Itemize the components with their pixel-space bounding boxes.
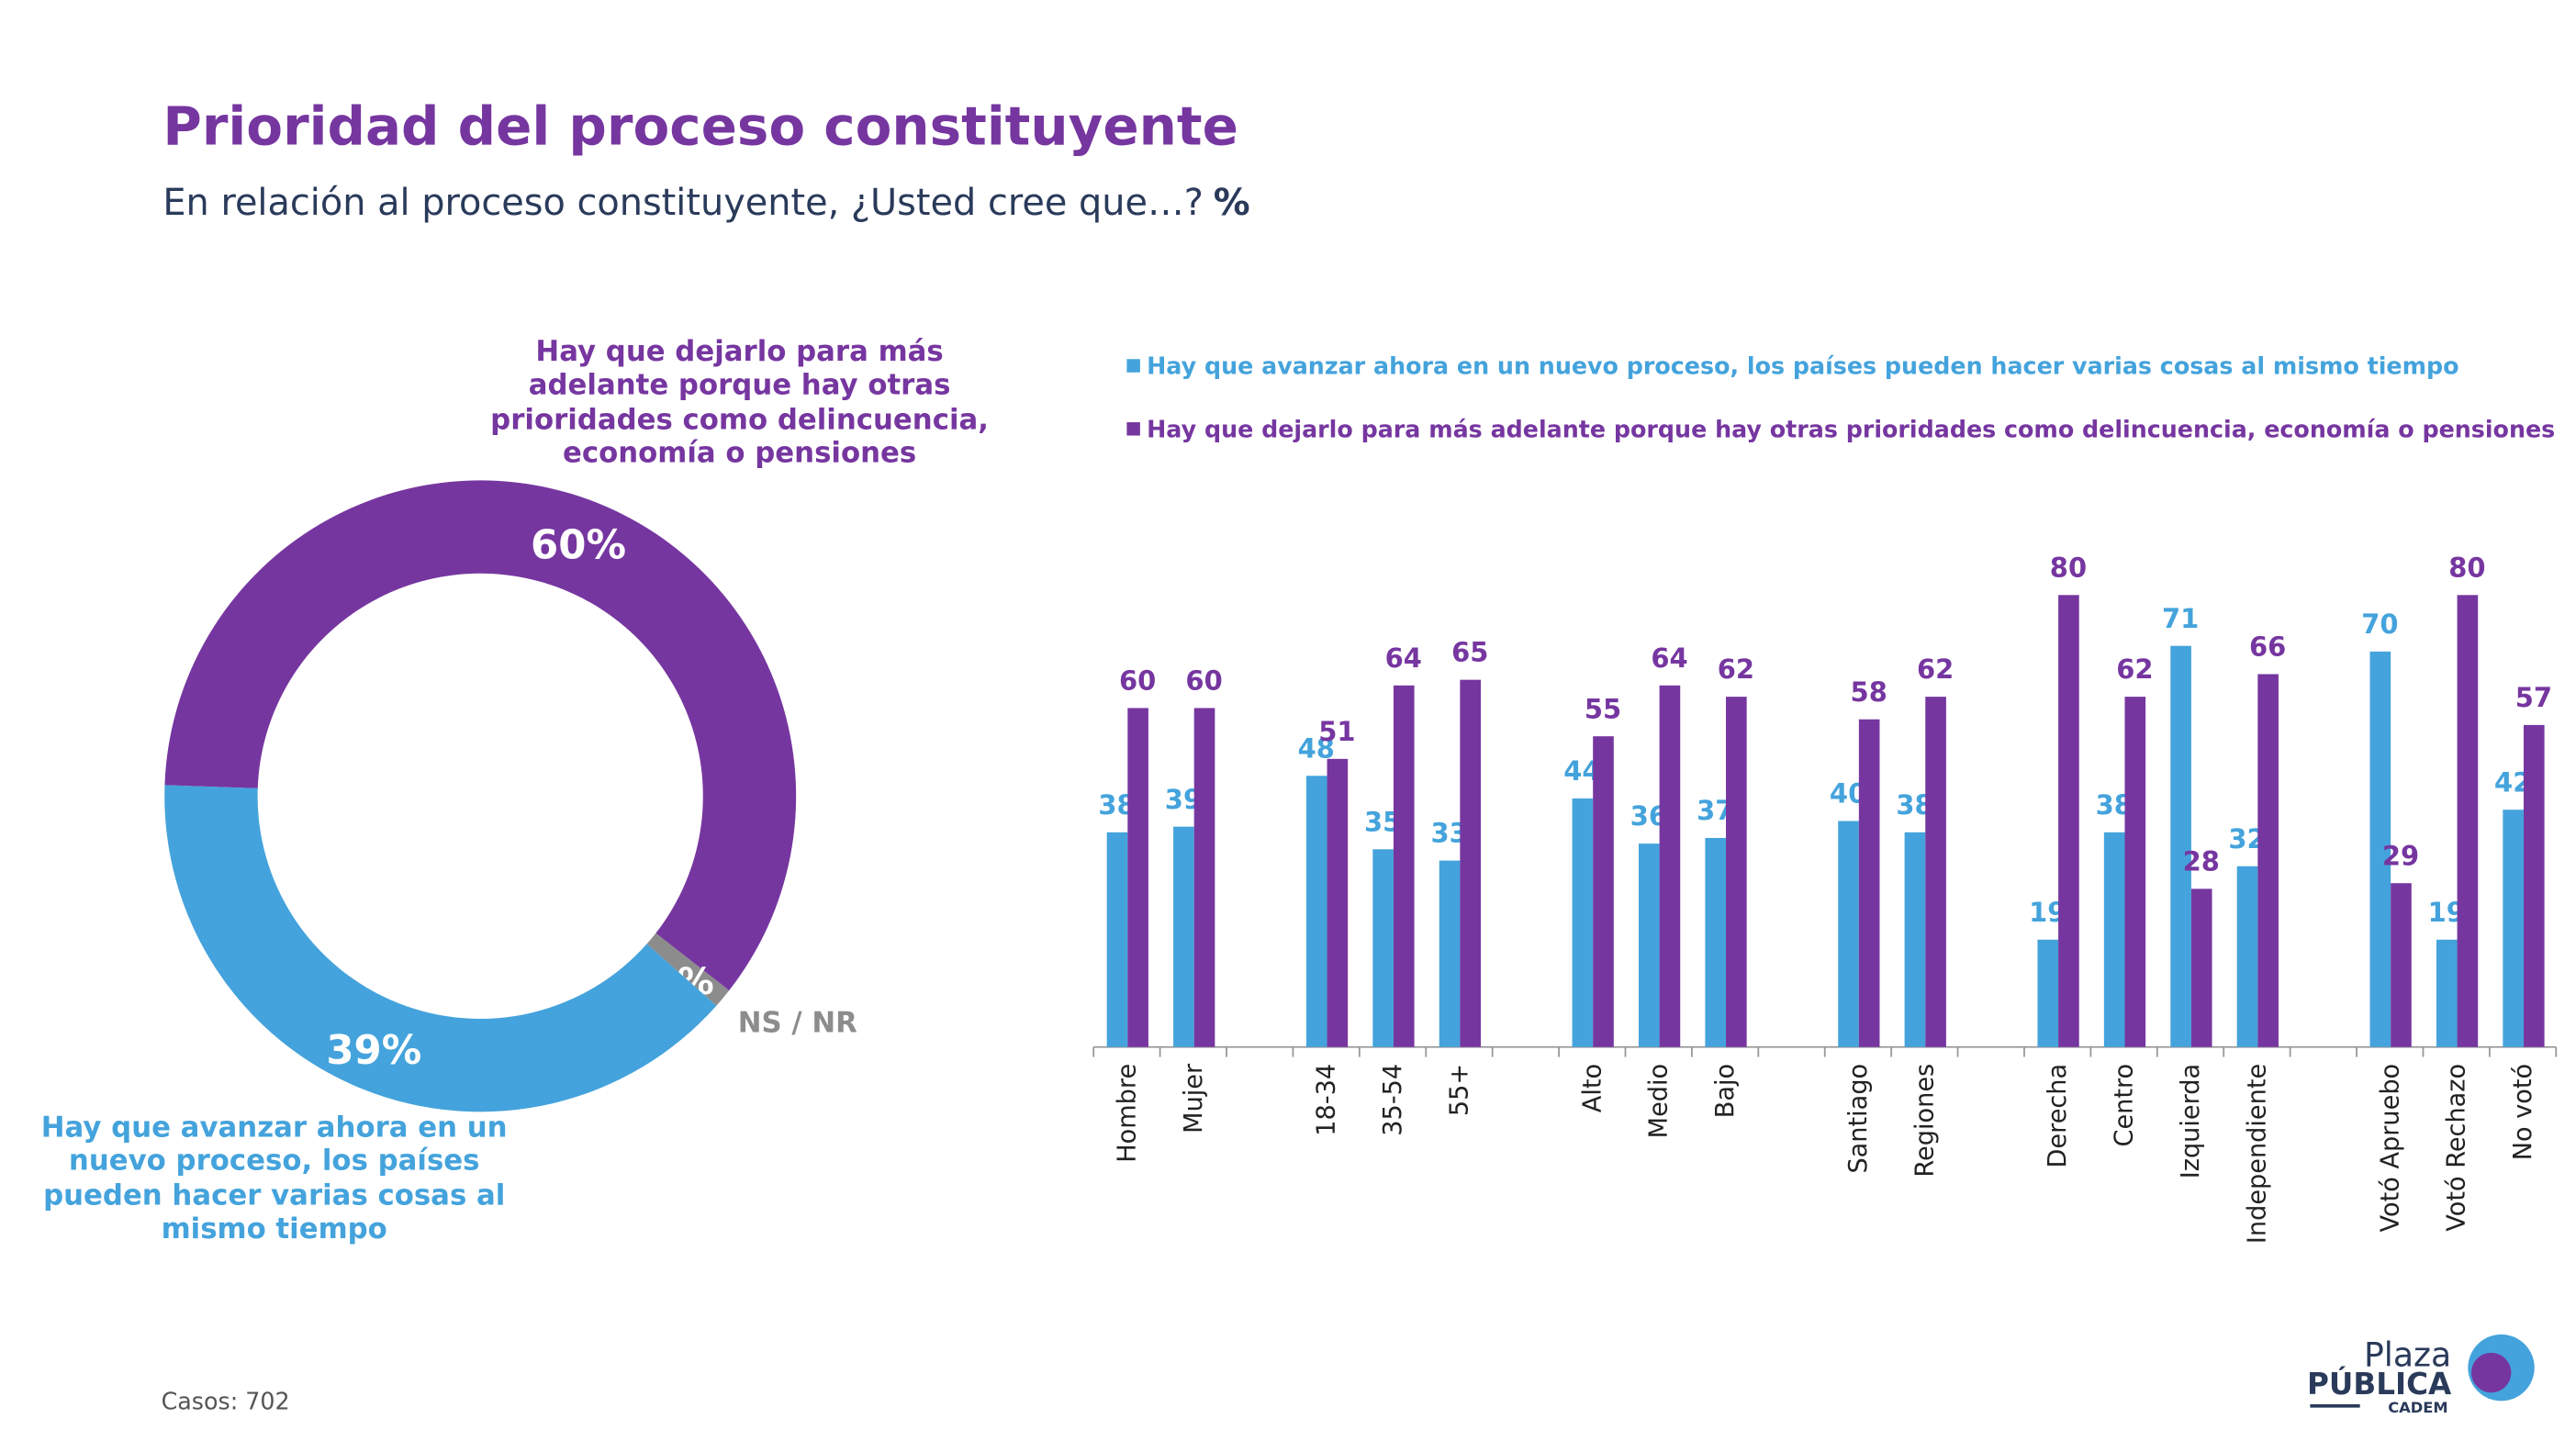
legend-label: Hay que avanzar ahora en un nuevo proces… [1147, 352, 2458, 380]
bar [1106, 832, 1128, 1047]
value-label: 28 [2183, 845, 2220, 877]
bar [1305, 776, 1327, 1047]
subtitle: En relación al proceso constituyente, ¿U… [162, 182, 1249, 224]
legend-swatch [1126, 422, 1140, 436]
bar [1858, 719, 1880, 1047]
slice-label: 60% [531, 522, 626, 568]
bar [2457, 595, 2479, 1047]
x-tick-label: Santiago [1844, 1064, 1873, 1174]
x-tick-label: 55+ [1446, 1064, 1474, 1116]
bar [2037, 939, 2059, 1047]
unit: % [1214, 182, 1250, 224]
bar [2391, 883, 2412, 1047]
x-tick-label: Izquierda [2177, 1064, 2205, 1178]
bar [2369, 651, 2391, 1047]
bar [1393, 685, 1415, 1047]
value-label: 51 [1318, 716, 1355, 747]
value-label: 60 [1185, 665, 1222, 697]
bar [1572, 798, 1594, 1047]
cases: Casos: 702 [162, 1387, 290, 1414]
x-tick-label: Hombre [1113, 1064, 1141, 1163]
bar [1327, 758, 1349, 1047]
subtitle-text: En relación al proceso constituyente, ¿U… [162, 182, 1204, 224]
value-label: 62 [1917, 653, 1954, 685]
value-label: 71 [2162, 603, 2199, 634]
bar [2436, 939, 2458, 1047]
bar [2103, 832, 2125, 1047]
bar [2523, 724, 2545, 1047]
bar [2236, 866, 2258, 1047]
bar [2124, 697, 2146, 1047]
bar [1659, 685, 1681, 1047]
bar [1904, 832, 1926, 1047]
bar [2503, 810, 2524, 1047]
value-label: 57 [2515, 682, 2552, 713]
donut-slice [646, 933, 730, 1006]
bar [1726, 697, 1747, 1047]
x-tick-label: Votó Apruebo [2376, 1064, 2404, 1233]
bar [1439, 860, 1461, 1047]
value-label: 55 [1585, 693, 1621, 724]
bar [1638, 843, 1660, 1047]
value-label: 65 [1451, 637, 1488, 668]
bar [1193, 708, 1215, 1047]
value-label: 64 [1651, 642, 1687, 674]
bar [2190, 888, 2212, 1047]
x-tick-label: Mujer [1180, 1063, 1208, 1134]
x-tick-label: 35-54 [1379, 1064, 1407, 1136]
legend-label: Hay que dejarlo para más adelante porque… [1147, 415, 2555, 442]
x-tick-label: Votó Rechazo [2443, 1064, 2471, 1232]
logo-text: PÚBLICA [2307, 1366, 2452, 1402]
category-label: Hay que dejarlo para más adelante porque… [490, 335, 989, 471]
bar [1838, 821, 1859, 1047]
bar [2058, 595, 2079, 1047]
logo-icon [2470, 1352, 2512, 1393]
category-label-box: Hay que dejarlo para más adelante porque… [490, 335, 989, 471]
donut-slice [164, 785, 717, 1112]
x-tick-label: Independiente [2243, 1064, 2271, 1244]
x-tick-label: Centro [2111, 1064, 2139, 1147]
x-tick-label: Bajo [1711, 1064, 1740, 1118]
x-tick-label: Derecha [2044, 1064, 2072, 1168]
bar [2170, 645, 2191, 1047]
x-tick-label: Alto [1578, 1064, 1607, 1112]
value-label: 80 [2448, 552, 2485, 583]
logo-text: CADEM [2388, 1399, 2447, 1416]
bar [1705, 837, 1727, 1047]
value-label: 58 [1851, 676, 1887, 708]
bar [1593, 736, 1614, 1047]
value-label: 80 [2050, 552, 2087, 583]
bar [2257, 674, 2279, 1047]
bar [1173, 826, 1194, 1047]
value-label: 66 [2249, 631, 2286, 663]
donut-slice [164, 480, 797, 991]
category-label: NS / NR [738, 1006, 857, 1039]
category-label-box: Hay que avanzar ahora en un nuevo proces… [40, 1111, 508, 1247]
logo: Plaza PÚBLICA CADEM [2307, 1334, 2535, 1416]
value-label: 70 [2361, 609, 2398, 640]
title: Prioridad del proceso constituyente [162, 95, 1238, 158]
value-label: 60 [1119, 665, 1156, 697]
legend-swatch [1126, 359, 1140, 373]
x-tick-label: 18-34 [1313, 1064, 1341, 1136]
x-tick-label: Medio [1645, 1064, 1674, 1139]
value-label: 64 [1385, 642, 1422, 674]
bar [1127, 708, 1148, 1047]
value-label: 62 [2116, 653, 2153, 685]
logo-text: Plaza [2364, 1335, 2451, 1374]
bar [1925, 697, 1946, 1047]
slice-label: 39% [326, 1028, 421, 1074]
value-label: 48 [1298, 732, 1335, 764]
value-label: 29 [2382, 840, 2419, 871]
x-tick-label: No votó [2509, 1064, 2537, 1160]
bar [1372, 849, 1394, 1047]
value-label: 62 [1718, 653, 1754, 685]
category-label: Hay que avanzar ahora en un nuevo proces… [40, 1111, 508, 1247]
bar [1460, 679, 1481, 1047]
x-tick-label: Regiones [1910, 1064, 1939, 1178]
